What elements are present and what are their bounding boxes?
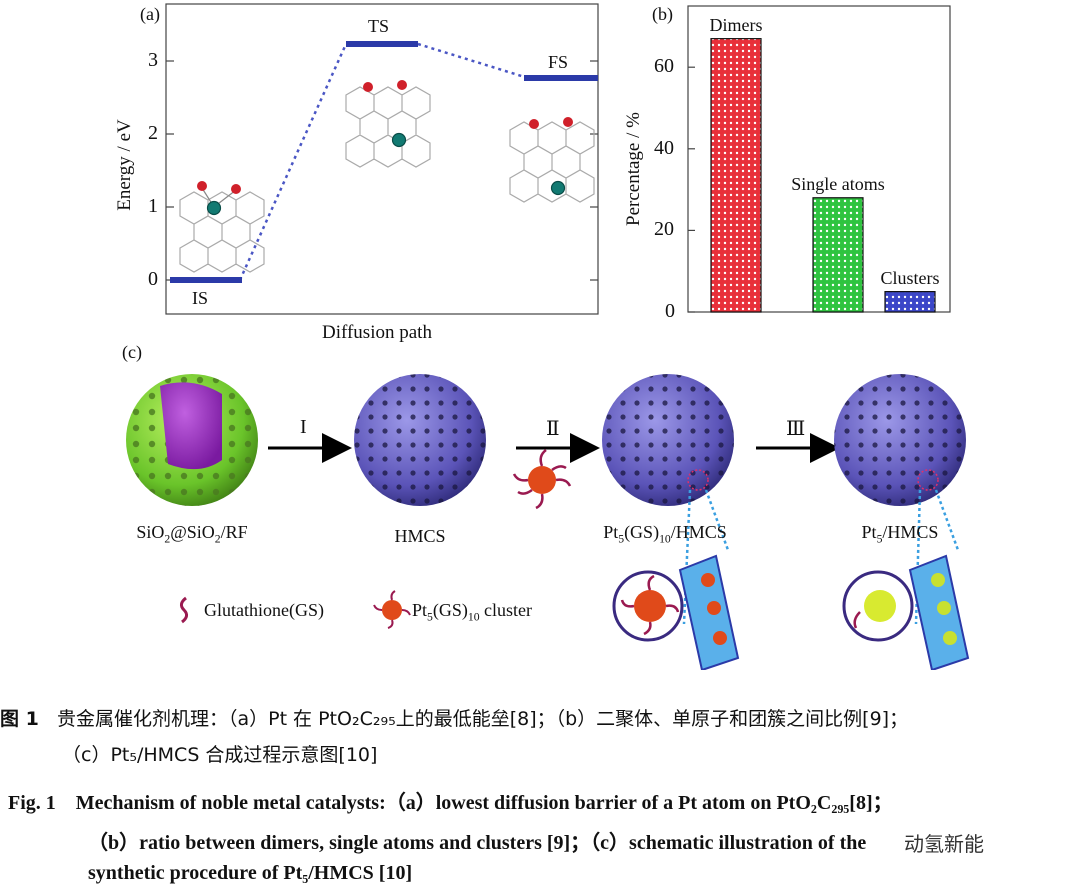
structure-ts-icon [345,80,431,168]
panel-b: (b) Percentage / % 0 20 40 60 Dimers Single … [608,0,958,330]
bar-chart [687,5,951,313]
stage-label-pt5-gs10-hmcs: Pt5(GS)10/HMCS [603,522,727,546]
bar-ytick-label: 60 [654,55,674,78]
caption-en-line-1: Fig. 1 Mechanism of noble metal catalyst… [8,786,893,815]
panel-a: (a) 0 1 2 3 Energy / eV Diffusion path I… [100,0,620,350]
energy-diagram [165,3,599,315]
ytick-1: 1 [148,195,158,217]
bars [710,38,936,313]
panel-b-label: (b) [652,4,673,24]
plot-frame [165,3,599,315]
sphere-sio2-rf-icon [126,374,258,506]
caption-en-fig: Fig. 1 [8,792,56,814]
connector-ts-fs [417,42,529,80]
step-label-2: Ⅱ [546,418,560,440]
level-is [170,277,242,283]
bar-ytick-label: 20 [654,218,674,241]
ytick-0: 0 [148,268,158,290]
bar-single-atoms [812,197,864,313]
x-axis-title: Diffusion path [322,322,432,343]
structure-fs-icon [509,117,595,203]
state-label-fs: FS [548,52,569,72]
legend-cluster: Pt5(GS)10 cluster [412,600,533,624]
cluster-legend-icon [373,590,411,629]
zoom-callout-pt5 [842,489,970,672]
sphere-hmcs-icon [354,374,486,506]
y-ticks [166,60,598,281]
stage-label-sio2-rf: SiO2@SiO2/RF [136,522,248,546]
caption-cn-line-2: （c）Pt₅/HMCS 合成过程示意图[10] [62,744,378,766]
ytick-2: 2 [148,122,158,144]
state-label-ts: TS [368,16,390,36]
panel-c: (c) [0,340,1080,672]
sphere-pt5-gs10-hmcs-icon [602,374,734,506]
legend-glutathione: Glutathione(GS) [204,600,324,620]
level-ts [346,41,418,47]
synthesis-scheme [126,374,970,672]
watermark: 动氢新能 [900,828,988,857]
bar-y-ticks [688,66,695,313]
caption-en-text-1: Mechanism of noble metal catalysts:（a）lo… [75,792,893,814]
ytick-3: 3 [148,49,158,71]
bar-category-label: Single atoms [791,173,885,194]
bar-category-label: Clusters [880,267,940,288]
step-label-1: I [300,416,307,438]
caption-cn-text-1: 贵金属催化剂机理：（a）Pt 在 PtO₂C₂₉₅上的最低能垒[8]；（b）二聚… [56,708,909,730]
structure-is-icon [179,181,265,273]
caption-en-line-2: （b）ratio between dimers, single atoms an… [88,832,867,854]
connector-is-ts [238,43,348,281]
zoom-callout-pt5-gs10 [612,489,740,672]
pt5-gs10-cluster-icon [512,449,572,510]
stage-label-pt5-hmcs: Pt5/HMCS [861,522,939,546]
caption-cn-fig: 图 1 [0,708,39,730]
bar-y-axis-title: Percentage / % [623,112,644,226]
state-label-is: IS [192,288,209,308]
level-fs [524,75,598,81]
caption-cn-line-1: 图 1 贵金属催化剂机理：（a）Pt 在 PtO₂C₂₉₅上的最低能垒[8]；（… [0,704,908,731]
bar-ytick-label: 40 [654,136,674,159]
caption-en-line-3: synthetic procedure of Pt₅/HMCS [10] [88,862,413,884]
bar-category-label: Dimers [709,14,763,35]
bar-dimers [710,38,762,313]
bar-ytick-label: 0 [665,300,675,322]
bar-clusters [884,291,936,313]
sphere-pt5-hmcs-icon [834,374,966,506]
glutathione-legend-icon [179,596,189,624]
step-label-3: Ⅲ [786,418,806,440]
panel-c-label: (c) [122,342,142,362]
stage-label-hmcs: HMCS [394,526,446,546]
y-axis-title: Energy / eV [114,119,135,211]
panel-a-label: (a) [140,4,160,24]
